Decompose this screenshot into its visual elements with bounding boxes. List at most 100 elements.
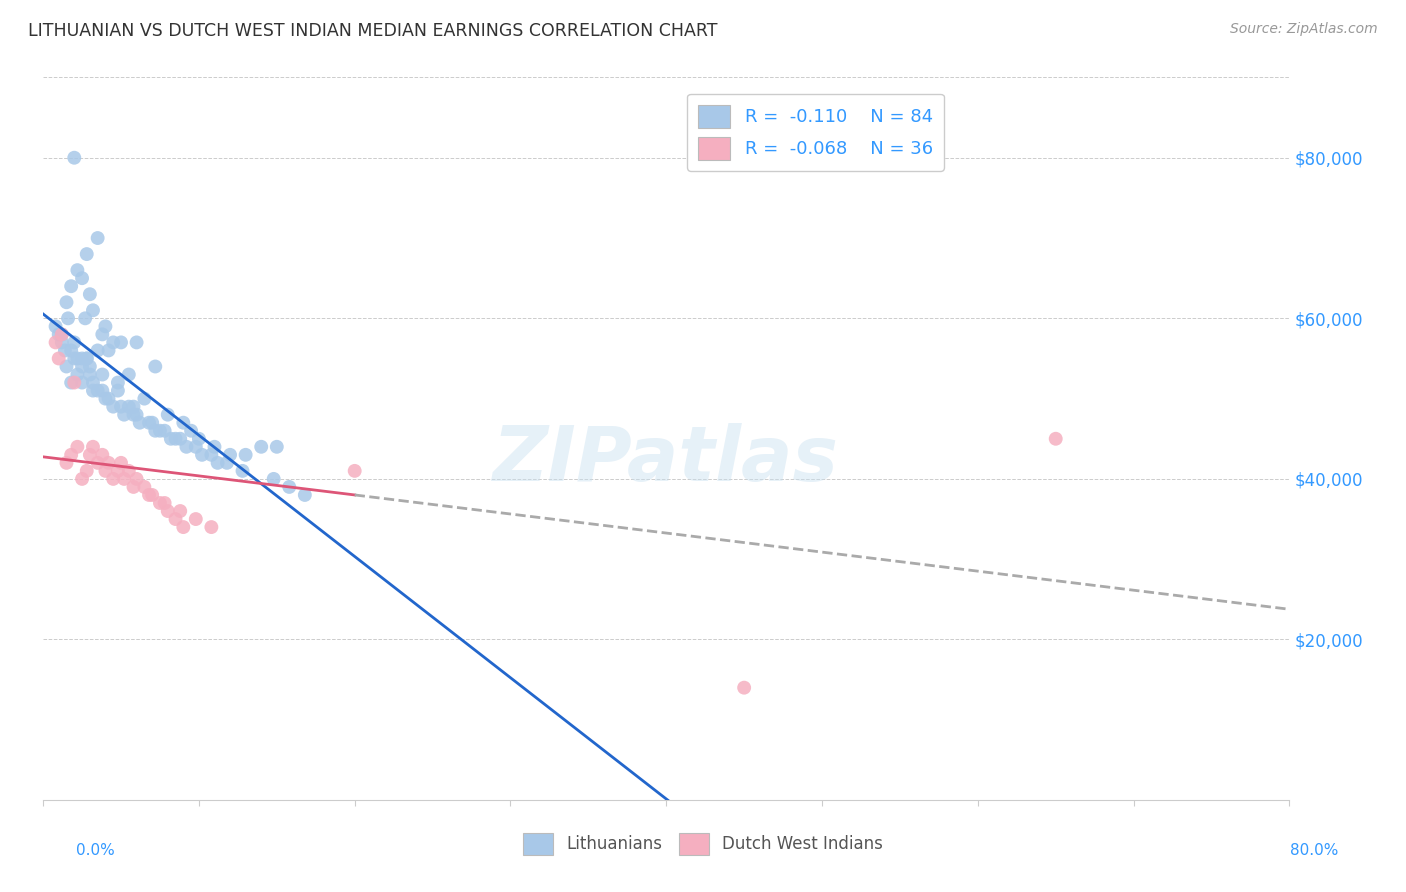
- Point: [91, 384, 114, 398]
- Point: [107, 464, 129, 478]
- Point: [169, 432, 191, 446]
- Point: [79, 287, 101, 301]
- Point: [250, 440, 273, 454]
- Legend: R =  -0.110    N = 84, R =  -0.068    N = 36: R = -0.110 N = 84, R = -0.068 N = 36: [688, 94, 943, 170]
- Point: [97, 392, 120, 406]
- Point: [66, 440, 89, 454]
- Point: [79, 359, 101, 374]
- Point: [53, 343, 76, 358]
- Point: [118, 400, 141, 414]
- Point: [118, 464, 141, 478]
- Point: [215, 456, 238, 470]
- Point: [103, 335, 125, 350]
- Point: [125, 335, 148, 350]
- Point: [207, 456, 229, 470]
- Point: [128, 416, 150, 430]
- Point: [94, 319, 117, 334]
- Point: [91, 368, 114, 382]
- Point: [160, 432, 183, 446]
- Point: [91, 448, 114, 462]
- Point: [79, 368, 101, 382]
- Point: [200, 448, 222, 462]
- Point: [219, 448, 242, 462]
- Point: [143, 359, 166, 374]
- Point: [134, 392, 156, 406]
- Point: [134, 480, 156, 494]
- Point: [112, 408, 135, 422]
- Point: [70, 359, 93, 374]
- Point: [86, 231, 108, 245]
- Point: [172, 416, 194, 430]
- Point: [60, 376, 83, 390]
- Point: [63, 351, 86, 366]
- Point: [143, 424, 166, 438]
- Point: [45, 319, 67, 334]
- Point: [278, 480, 301, 494]
- Point: [263, 472, 285, 486]
- Point: [184, 440, 207, 454]
- Point: [204, 440, 226, 454]
- Point: [66, 368, 89, 382]
- Point: [191, 448, 214, 462]
- Point: [156, 408, 179, 422]
- Point: [172, 520, 194, 534]
- Point: [97, 343, 120, 358]
- Point: [107, 376, 129, 390]
- Point: [86, 384, 108, 398]
- Point: [94, 392, 117, 406]
- Point: [56, 311, 79, 326]
- Point: [118, 368, 141, 382]
- Point: [97, 456, 120, 470]
- Point: [107, 384, 129, 398]
- Point: [138, 416, 160, 430]
- Point: [94, 464, 117, 478]
- Point: [138, 488, 160, 502]
- Point: [86, 343, 108, 358]
- Point: [235, 448, 257, 462]
- Point: [63, 151, 86, 165]
- Point: [70, 351, 93, 366]
- Point: [76, 247, 98, 261]
- Point: [112, 472, 135, 486]
- Point: [266, 440, 288, 454]
- Point: [294, 488, 316, 502]
- Point: [55, 295, 77, 310]
- Point: [70, 472, 93, 486]
- Text: 80.0%: 80.0%: [1291, 843, 1339, 858]
- Point: [63, 335, 86, 350]
- Point: [70, 376, 93, 390]
- Point: [149, 496, 172, 510]
- Text: ZIPatlas: ZIPatlas: [494, 424, 839, 498]
- Point: [66, 263, 89, 277]
- Point: [156, 504, 179, 518]
- Point: [165, 432, 187, 446]
- Point: [1045, 432, 1067, 446]
- Point: [51, 327, 73, 342]
- Point: [343, 464, 366, 478]
- Point: [153, 496, 176, 510]
- Point: [51, 335, 73, 350]
- Point: [70, 271, 93, 285]
- Point: [51, 327, 73, 342]
- Point: [76, 464, 98, 478]
- Point: [60, 279, 83, 293]
- Point: [76, 351, 98, 366]
- Point: [48, 351, 70, 366]
- Text: Source: ZipAtlas.com: Source: ZipAtlas.com: [1230, 22, 1378, 37]
- Point: [60, 343, 83, 358]
- Point: [733, 681, 755, 695]
- Point: [122, 408, 145, 422]
- Point: [63, 376, 86, 390]
- Point: [86, 456, 108, 470]
- Point: [141, 416, 163, 430]
- Point: [149, 424, 172, 438]
- Point: [55, 359, 77, 374]
- Legend: Lithuanians, Dutch West Indians: Lithuanians, Dutch West Indians: [516, 827, 890, 862]
- Point: [82, 303, 104, 318]
- Point: [125, 472, 148, 486]
- Point: [125, 408, 148, 422]
- Point: [55, 456, 77, 470]
- Point: [103, 472, 125, 486]
- Point: [122, 400, 145, 414]
- Point: [48, 327, 70, 342]
